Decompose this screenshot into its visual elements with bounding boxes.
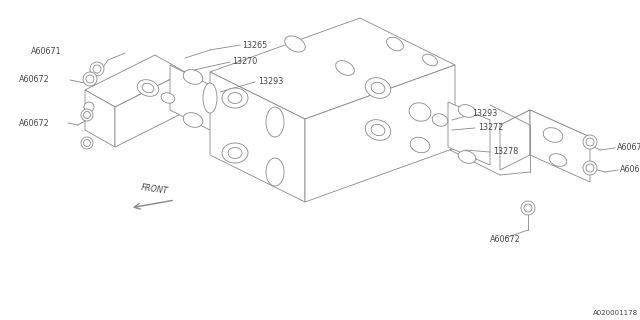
Circle shape xyxy=(90,62,104,76)
Text: 13278: 13278 xyxy=(493,148,518,156)
Circle shape xyxy=(583,135,597,149)
Ellipse shape xyxy=(161,93,175,103)
Ellipse shape xyxy=(183,113,203,127)
Ellipse shape xyxy=(549,154,567,166)
Ellipse shape xyxy=(183,70,203,84)
Circle shape xyxy=(86,75,94,83)
Circle shape xyxy=(81,109,93,121)
Polygon shape xyxy=(210,18,455,119)
Ellipse shape xyxy=(137,80,159,96)
Ellipse shape xyxy=(410,137,430,153)
Ellipse shape xyxy=(203,83,217,113)
Ellipse shape xyxy=(266,107,284,137)
Ellipse shape xyxy=(142,83,154,93)
Polygon shape xyxy=(85,90,115,147)
Text: 13270: 13270 xyxy=(232,58,257,67)
Text: 13293: 13293 xyxy=(472,109,497,118)
Ellipse shape xyxy=(365,120,391,140)
Ellipse shape xyxy=(432,114,448,126)
Polygon shape xyxy=(448,102,490,165)
Ellipse shape xyxy=(266,158,284,186)
Circle shape xyxy=(524,204,532,212)
Ellipse shape xyxy=(458,151,476,163)
Polygon shape xyxy=(530,110,590,182)
Text: A60672: A60672 xyxy=(490,236,521,244)
Ellipse shape xyxy=(228,148,242,158)
Circle shape xyxy=(93,65,101,73)
Polygon shape xyxy=(500,110,590,152)
Ellipse shape xyxy=(365,78,391,98)
Polygon shape xyxy=(210,72,305,202)
Ellipse shape xyxy=(409,103,431,121)
Ellipse shape xyxy=(285,36,305,52)
Ellipse shape xyxy=(222,88,248,108)
Ellipse shape xyxy=(222,143,248,163)
Circle shape xyxy=(83,72,97,86)
Text: A60672: A60672 xyxy=(19,119,50,129)
Circle shape xyxy=(586,164,594,172)
Ellipse shape xyxy=(387,37,403,51)
Text: 13265: 13265 xyxy=(242,41,268,50)
Ellipse shape xyxy=(422,54,438,66)
Text: A60672: A60672 xyxy=(19,76,50,84)
Ellipse shape xyxy=(371,82,385,94)
Ellipse shape xyxy=(458,105,476,117)
Circle shape xyxy=(586,138,594,146)
Circle shape xyxy=(83,140,90,147)
Text: A60671: A60671 xyxy=(31,47,62,57)
Circle shape xyxy=(84,102,94,112)
Polygon shape xyxy=(500,110,530,170)
Text: FRONT: FRONT xyxy=(141,183,169,196)
Polygon shape xyxy=(305,65,455,202)
Ellipse shape xyxy=(335,60,355,76)
Ellipse shape xyxy=(228,92,242,103)
Circle shape xyxy=(81,137,93,149)
Circle shape xyxy=(521,201,535,215)
Circle shape xyxy=(583,161,597,175)
Text: A60671: A60671 xyxy=(617,142,640,151)
Ellipse shape xyxy=(543,128,563,142)
Text: 13293: 13293 xyxy=(258,77,284,86)
Text: 13272: 13272 xyxy=(478,124,504,132)
Text: A60672: A60672 xyxy=(620,165,640,174)
Polygon shape xyxy=(115,72,185,147)
Polygon shape xyxy=(170,65,220,135)
Ellipse shape xyxy=(371,124,385,136)
Circle shape xyxy=(83,111,90,118)
Polygon shape xyxy=(85,55,185,107)
Text: A020001178: A020001178 xyxy=(593,310,638,316)
